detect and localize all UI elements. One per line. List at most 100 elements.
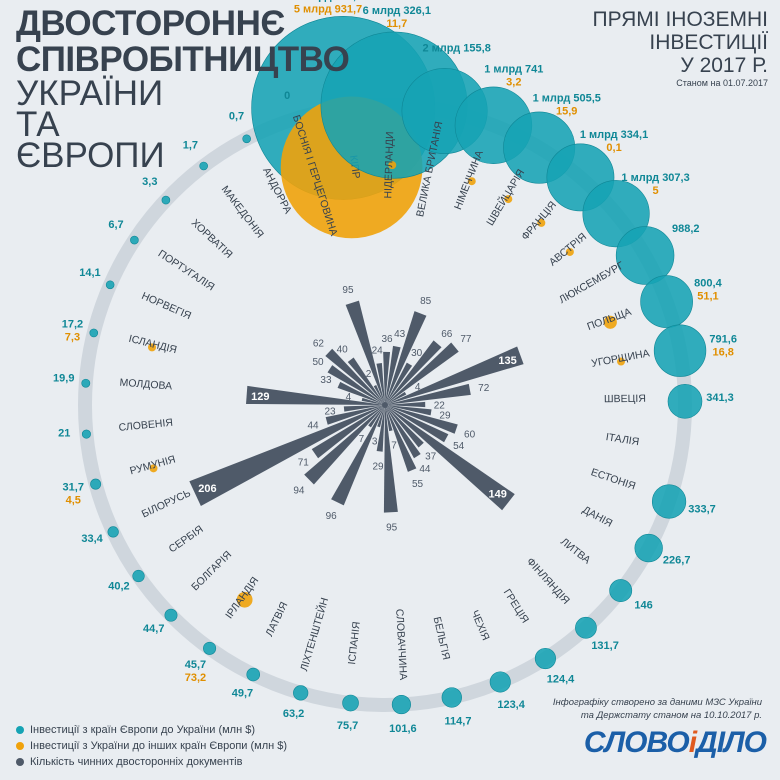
invest-out-label: 3,2 — [506, 77, 521, 89]
invest-in-circle — [609, 579, 633, 603]
country-name: НІДЕРЛАНДИ — [382, 131, 396, 199]
invest-in-circle — [199, 161, 208, 171]
docs-label: 30 — [411, 348, 423, 359]
subtitle: ПРЯМІ ІНОЗЕМНІ ІНВЕСТИЦІЇ У 2017 Р. Стан… — [593, 8, 769, 89]
docs-bar — [246, 385, 385, 405]
docs-label: 129 — [251, 391, 269, 403]
invest-in-circle — [615, 226, 675, 285]
invest-in-circle — [653, 324, 707, 377]
invest-out-label: 5 — [653, 185, 659, 197]
docs-bar — [385, 311, 427, 405]
invest-in-circle — [81, 378, 91, 388]
invest-out-circle — [149, 464, 158, 473]
invest-in-label: 1 млрд 505,5 — [533, 93, 601, 105]
invest-in-label: 114,7 — [445, 716, 472, 728]
docs-bar — [304, 405, 385, 485]
invest-in-circle — [164, 608, 178, 622]
invest-in-circle — [242, 134, 251, 144]
invest-in-label: 6 млрд 326,1 — [363, 5, 431, 17]
docs-label: 71 — [298, 458, 310, 469]
docs-bar — [189, 405, 385, 507]
docs-bar — [377, 405, 385, 428]
docs-bar — [368, 405, 385, 428]
docs-bar — [385, 346, 524, 405]
docs-label: 44 — [419, 464, 431, 475]
invest-in-circle — [534, 647, 556, 670]
invest-in-label: 1 млрд 334,1 — [580, 129, 648, 141]
docs-bar — [347, 357, 385, 405]
docs-bar — [385, 362, 413, 405]
legend-item: Інвестиції з країн Європи до України (мл… — [16, 722, 287, 738]
docs-bar — [337, 381, 385, 405]
invest-out-circle — [565, 247, 574, 256]
docs-label: 22 — [434, 400, 446, 411]
invest-in-circle — [489, 671, 511, 693]
docs-label: 3 — [372, 436, 378, 447]
docs-label: 55 — [412, 479, 424, 490]
invest-in-circle — [132, 569, 145, 583]
invest-in-label: 800,4 — [694, 277, 722, 289]
invest-in-circle — [161, 195, 171, 205]
legend-item: Кількість чинних двосторонніх документів — [16, 754, 287, 770]
invest-in-label: 9 млрд 925,4 — [294, 0, 363, 2]
invest-in-label: 101,6 — [389, 723, 417, 735]
invest-in-label: 131,7 — [591, 640, 619, 652]
invest-in-label: 19,9 — [53, 373, 74, 385]
invest-out-label: 73,2 — [185, 672, 206, 684]
docs-label: 40 — [337, 345, 349, 356]
docs-label: 33 — [320, 375, 332, 386]
country-name: СЛОВАЧЧИНА — [393, 609, 409, 681]
invest-in-label: 44,7 — [143, 623, 164, 635]
docs-bar — [385, 405, 417, 472]
legend-item: Інвестиції з України до інших країн Євро… — [16, 738, 287, 754]
docs-label: 149 — [489, 489, 507, 501]
invest-in-circle — [667, 384, 703, 419]
subtitle-line1: ПРЯМІ ІНОЗЕМНІ — [592, 8, 769, 31]
invest-in-circle — [105, 280, 115, 290]
title-bold: ДВОСТОРОННЄ СПІВРОБІТНИЦТВО — [16, 4, 350, 79]
invest-in-label: 75,7 — [337, 720, 358, 732]
docs-label: 94 — [293, 486, 305, 497]
docs-bar — [385, 391, 407, 405]
invest-out-circle — [617, 357, 626, 366]
invest-out-label: 15,9 — [556, 106, 577, 118]
docs-label: 4 — [346, 392, 352, 403]
source-line2: та Держстату станом на 10.10.2017 р. — [580, 710, 762, 721]
docs-label: 95 — [386, 522, 398, 533]
docs-bar — [325, 348, 385, 405]
invest-in-label: 14,1 — [79, 267, 100, 279]
docs-bar — [373, 385, 385, 405]
invest-in-label: 123,4 — [497, 699, 525, 711]
legend-label: Інвестиції з України до інших країн Євро… — [30, 740, 288, 752]
docs-bar — [376, 405, 385, 452]
docs-bar — [385, 405, 515, 511]
invest-in-label: 31,7 — [63, 481, 84, 493]
invest-in-circle — [651, 484, 687, 519]
docs-label: 2 — [366, 369, 372, 380]
invest-out-label: 4,5 — [66, 494, 81, 506]
invest-in-circle — [246, 667, 261, 682]
docs-label: 50 — [313, 357, 325, 368]
docs-label: 135 — [498, 355, 516, 367]
docs-label: 43 — [394, 329, 406, 340]
docs-label: 23 — [324, 406, 336, 417]
country-name: МОЛДОВА — [119, 377, 172, 393]
docs-label: 7 — [359, 434, 365, 445]
country-name: СЛОВЕНІЯ — [118, 417, 173, 434]
title-light: УКРАЇНИ ТА ЄВРОПИ — [16, 74, 165, 175]
invest-out-circle — [537, 218, 546, 227]
invest-in-circle — [130, 235, 139, 245]
invest-in-circle — [90, 478, 102, 490]
brand-logo[interactable]: СЛОВОіДІЛО — [584, 726, 767, 760]
docs-label: 36 — [381, 334, 393, 345]
docs-bar — [331, 405, 385, 506]
invest-in-label: 21 — [58, 427, 70, 439]
invest-in-label: 1 млрд 741 — [484, 64, 543, 76]
docs-bar — [385, 405, 393, 432]
country-name: ІСПАНІЯ — [346, 621, 363, 665]
docs-bar — [385, 383, 471, 405]
legend-label: Інвестиції з країн Європи до України (мл… — [30, 724, 256, 736]
invest-in-circle — [391, 694, 411, 715]
